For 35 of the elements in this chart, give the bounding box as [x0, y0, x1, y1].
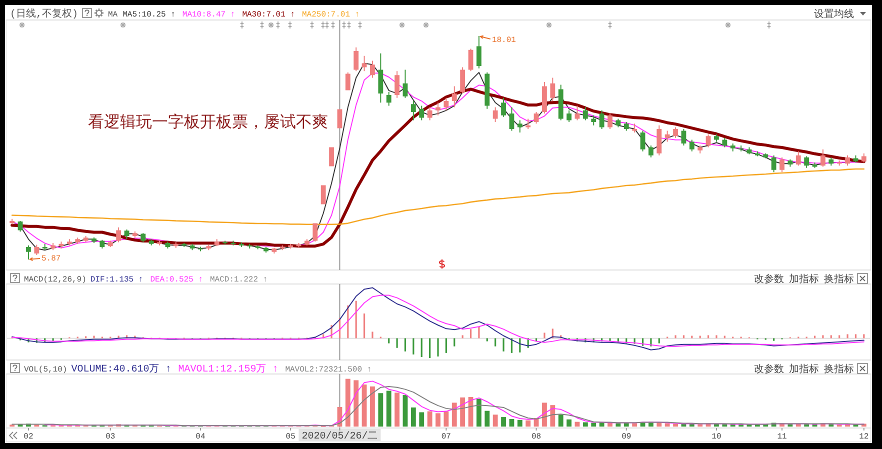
- x-tick-label: 08: [531, 432, 542, 442]
- x-tick-label: 07: [441, 432, 452, 442]
- annotation: 看逻辑玩一字板开板票，屡试不爽: [88, 113, 328, 131]
- x-tick-label: 2020/05/26/二: [302, 430, 378, 442]
- x-tick-label: 11: [777, 432, 787, 442]
- text: DEA:0.525 ↑: [150, 276, 204, 284]
- x-tick-label: 03: [106, 432, 116, 442]
- x-tick-label: 12: [859, 432, 869, 442]
- text: MA5:10.25 ↑: [122, 10, 176, 20]
- text: DIF:1.135 ↑: [90, 276, 144, 284]
- x-tick-label: 09: [622, 432, 632, 442]
- legend-title: MA: [108, 10, 118, 20]
- text: MAVOL1:12.159万 ↑: [178, 364, 278, 376]
- text: MA30:7.01 ↑: [242, 10, 296, 20]
- series-label: MAVOL2:72321.500 ↑: [285, 366, 372, 374]
- x-tick-label: 02: [24, 432, 34, 442]
- text: 换指标: [824, 363, 854, 376]
- text: MA10:8.47 ↑: [182, 10, 236, 20]
- text: 换指标: [824, 273, 854, 286]
- text: MACD:1.222 ↑: [210, 276, 268, 284]
- chart-title: (日线,不复权): [10, 8, 78, 20]
- text: 改参数: [754, 273, 784, 286]
- text: 加指标: [789, 363, 819, 376]
- text: 加指标: [789, 273, 819, 286]
- annotation: 18.01: [492, 36, 516, 45]
- chart-title: VOL(5,10): [24, 366, 68, 374]
- text: 改参数: [754, 363, 784, 376]
- text: MA250:7.01 ↑: [302, 10, 360, 20]
- x-tick-label: 10: [712, 432, 722, 442]
- annotation: 5.87: [41, 254, 61, 264]
- x-tick-label: 04: [196, 432, 206, 442]
- text: 设置均线: [814, 8, 854, 21]
- text: VOLUME:40.610万 ↑: [71, 364, 172, 376]
- chart-title: MACD(12,26,9): [24, 276, 86, 284]
- x-tick-label: 05: [286, 432, 296, 442]
